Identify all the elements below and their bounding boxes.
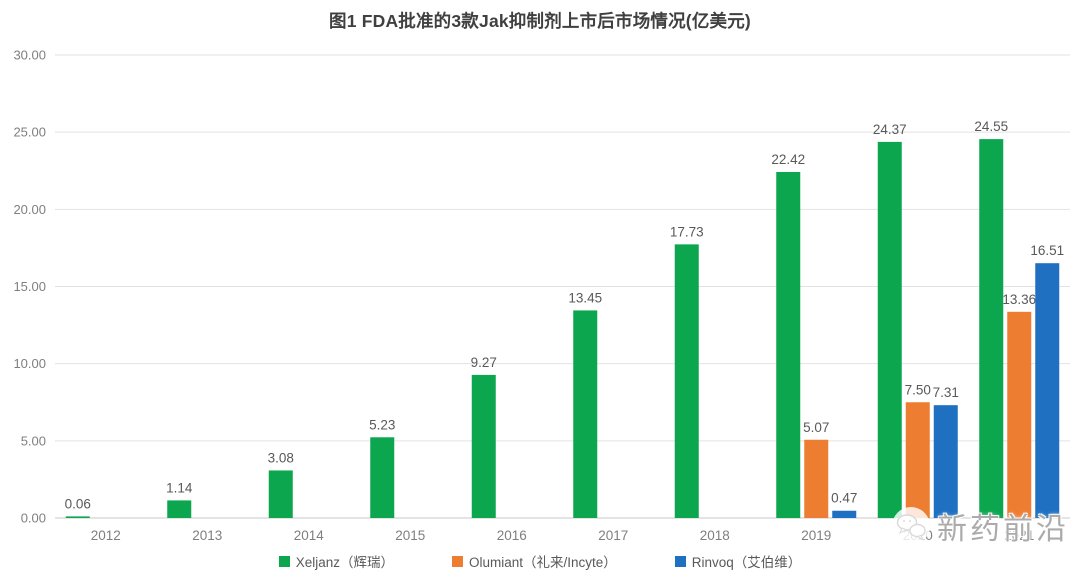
x-tick-label: 2019 xyxy=(801,528,831,543)
legend-swatch-rinvoq xyxy=(674,555,686,567)
bar-s1-2021 xyxy=(1007,311,1032,518)
legend-item-rinvoq: Rinvoq（艾伯维） xyxy=(674,551,802,571)
data-label: 24.55 xyxy=(974,119,1008,134)
legend-label-rinvoq: Rinvoq（艾伯维） xyxy=(691,555,802,570)
x-tick-label: 2014 xyxy=(294,528,325,543)
data-label: 24.37 xyxy=(873,122,907,137)
y-tick-label: 15.00 xyxy=(13,279,46,294)
legend-label-olumiant: Olumiant（礼来/Incyte） xyxy=(468,555,617,570)
bar-s2-2019 xyxy=(832,510,857,518)
data-label: 3.08 xyxy=(268,450,294,465)
y-tick-label: 10.00 xyxy=(13,356,46,371)
data-label: 13.45 xyxy=(568,290,602,305)
y-tick-label: 30.00 xyxy=(13,48,46,63)
bar-s0-2016 xyxy=(471,374,496,518)
bar-s2-2020 xyxy=(933,405,958,518)
bar-s0-2019 xyxy=(776,171,801,518)
data-label: 17.73 xyxy=(670,224,704,239)
bar-s0-2012 xyxy=(65,516,90,518)
data-label: 0.47 xyxy=(831,491,857,506)
bar-s0-2020 xyxy=(877,141,902,519)
y-tick-label: 25.00 xyxy=(13,125,46,140)
data-label: 7.31 xyxy=(933,385,959,400)
data-label: 1.14 xyxy=(166,480,193,495)
x-tick-label: 2020 xyxy=(903,528,933,543)
bar-s0-2013 xyxy=(167,500,192,518)
x-tick-label: 2016 xyxy=(497,528,527,543)
data-label: 9.27 xyxy=(471,355,497,370)
bar-s1-2020 xyxy=(905,402,930,518)
legend-item-olumiant: Olumiant（礼来/Incyte） xyxy=(451,551,617,571)
bar-s0-2015 xyxy=(370,437,395,518)
data-label: 0.06 xyxy=(65,496,91,511)
x-tick-label: 2017 xyxy=(598,528,628,543)
bar-chart: 0.00 5.00 10.00 15.00 20.00 25.00 30.00 2012 0.0… xyxy=(13,48,1070,543)
bar-s0-2021 xyxy=(979,139,1004,518)
data-label: 7.50 xyxy=(905,382,931,397)
bar-s0-2018 xyxy=(674,244,699,518)
legend-label-xeljanz: Xeljanz（辉瑞） xyxy=(295,555,394,570)
x-tick-label: 2018 xyxy=(700,528,730,543)
x-tick-label: 2021 xyxy=(1004,528,1034,543)
data-label: 5.07 xyxy=(803,420,829,435)
chart-title: 图1 FDA批准的3款Jak抑制剂上市后市场情况(亿美元) xyxy=(329,11,751,31)
x-tick-label: 2013 xyxy=(192,528,222,543)
bar-s2-2021 xyxy=(1035,263,1060,518)
bar-s1-2019 xyxy=(804,439,829,518)
y-tick-label: 5.00 xyxy=(21,433,46,448)
data-label: 22.42 xyxy=(771,152,805,167)
legend: Xeljanz（辉瑞） Olumiant（礼来/Incyte） Rinvoq（艾… xyxy=(0,551,1080,571)
legend-swatch-olumiant xyxy=(451,555,463,567)
data-label: 13.36 xyxy=(1002,292,1036,307)
legend-item-xeljanz: Xeljanz（辉瑞） xyxy=(278,551,394,571)
y-tick-label: 20.00 xyxy=(13,202,46,217)
y-tick-label: 0.00 xyxy=(21,511,46,526)
legend-swatch-xeljanz xyxy=(278,555,290,567)
bar-s0-2014 xyxy=(268,470,293,518)
data-label: 16.51 xyxy=(1030,243,1064,258)
data-label: 5.23 xyxy=(369,417,395,432)
bar-s0-2017 xyxy=(573,310,598,518)
x-tick-label: 2012 xyxy=(91,528,121,543)
x-tick-label: 2015 xyxy=(395,528,425,543)
